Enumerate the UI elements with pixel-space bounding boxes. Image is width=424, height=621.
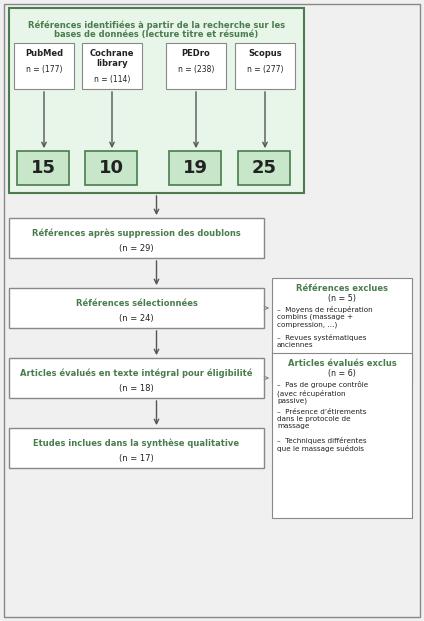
Text: 15: 15 (31, 159, 56, 177)
Text: Articles évalués exclus: Articles évalués exclus (287, 359, 396, 368)
Text: (n = 24): (n = 24) (119, 314, 154, 323)
Text: (n = 18): (n = 18) (119, 384, 154, 393)
Text: n = (238): n = (238) (178, 65, 214, 74)
Bar (9, 428, 264, 468)
Bar (272, 278, 412, 383)
Bar (9, 288, 264, 328)
Text: –  Présence d’étirements
dans le protocole de
massage: – Présence d’étirements dans le protocol… (277, 409, 366, 429)
Text: bases de données (lecture titre et résumé): bases de données (lecture titre et résum… (54, 30, 259, 39)
Text: Références sélectionnées: Références sélectionnées (75, 299, 198, 308)
Text: –  Pas de groupe contrôle
(avec récupération
passive): – Pas de groupe contrôle (avec récupérat… (277, 381, 368, 404)
Text: n = (177): n = (177) (26, 65, 62, 74)
Text: (n = 17): (n = 17) (119, 454, 154, 463)
Text: 10: 10 (98, 159, 123, 177)
Bar (166, 43, 226, 89)
Bar (85, 151, 137, 185)
Text: Articles évalués en texte intégral pour éligibilité: Articles évalués en texte intégral pour … (20, 369, 253, 379)
Text: Références identifiées à partir de la recherche sur les: Références identifiées à partir de la re… (28, 20, 285, 30)
Text: Références exclues: Références exclues (296, 284, 388, 293)
Text: Etudes inclues dans la synthèse qualitative: Etudes inclues dans la synthèse qualitat… (33, 439, 240, 448)
Text: PubMed: PubMed (25, 49, 63, 58)
Text: –  Techniques différentes
que le massage suédois: – Techniques différentes que le massage … (277, 437, 367, 452)
Text: (n = 6): (n = 6) (328, 369, 356, 378)
Bar (9, 218, 264, 258)
Text: Cochrane: Cochrane (90, 49, 134, 58)
Text: n = (114): n = (114) (94, 75, 130, 84)
Bar (17, 151, 69, 185)
Text: (n = 29): (n = 29) (119, 244, 154, 253)
Text: library: library (96, 59, 128, 68)
Bar (238, 151, 290, 185)
Text: –  Moyens de récupération
combins (massage +
compression, …): – Moyens de récupération combins (massag… (277, 306, 373, 328)
Text: Références après suppression des doublons: Références après suppression des doublon… (32, 229, 241, 238)
Text: (n = 5): (n = 5) (328, 294, 356, 303)
Text: n = (277): n = (277) (247, 65, 283, 74)
Text: 19: 19 (182, 159, 207, 177)
Text: –  Revues systématiques
anciennes: – Revues systématiques anciennes (277, 334, 366, 348)
Text: 25: 25 (251, 159, 276, 177)
Bar (235, 43, 295, 89)
Bar (169, 151, 221, 185)
Bar (9, 358, 264, 398)
Bar (9, 8, 304, 193)
Text: PEDro: PEDro (181, 49, 210, 58)
Bar (82, 43, 142, 89)
Bar (14, 43, 74, 89)
Bar (272, 353, 412, 518)
Text: Scopus: Scopus (248, 49, 282, 58)
